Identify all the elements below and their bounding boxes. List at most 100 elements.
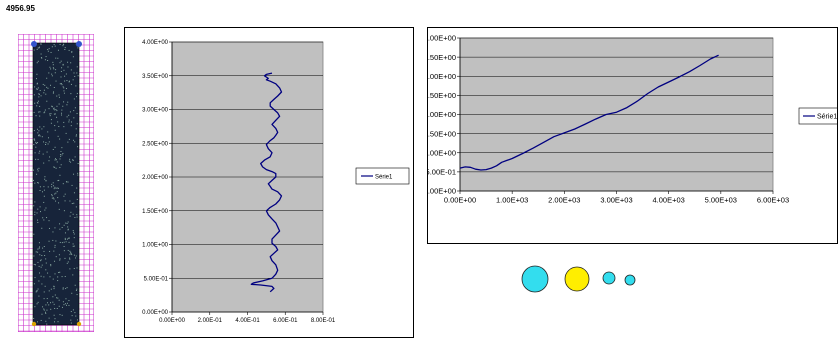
grain xyxy=(37,170,39,172)
grain xyxy=(49,156,51,158)
grain xyxy=(57,187,59,189)
grain xyxy=(54,72,56,74)
grain xyxy=(71,184,73,186)
grain xyxy=(59,174,61,176)
grain xyxy=(72,79,74,81)
y-tick-label: 2.50E+00 xyxy=(428,91,456,100)
grain xyxy=(57,297,59,299)
grain xyxy=(71,315,73,317)
grain xyxy=(64,276,66,278)
grain xyxy=(39,186,41,188)
grain xyxy=(43,308,45,310)
grain xyxy=(35,251,37,253)
grain xyxy=(72,274,74,276)
grain xyxy=(72,213,74,215)
grain xyxy=(72,159,74,161)
grain xyxy=(61,114,63,116)
grain xyxy=(43,195,45,197)
time-series-chart: 0.00E+00 5.00E-01 1.00E+00 1.50E+00 2.00E+00… xyxy=(424,27,838,244)
grain xyxy=(48,72,50,74)
grain xyxy=(38,93,40,95)
grain xyxy=(76,267,78,269)
grain xyxy=(36,102,38,104)
grain xyxy=(37,261,39,263)
grain xyxy=(71,203,73,205)
grain xyxy=(75,315,77,317)
grain xyxy=(36,73,38,75)
grain xyxy=(74,156,76,158)
grain xyxy=(41,283,43,285)
grain xyxy=(33,111,35,113)
x-tick-label: 4.00E-01 xyxy=(235,318,260,324)
grain xyxy=(74,312,76,314)
grain xyxy=(41,57,43,59)
grain xyxy=(58,96,60,98)
grain xyxy=(33,130,35,132)
particle-circle xyxy=(521,265,549,293)
grain xyxy=(67,221,69,223)
grain xyxy=(71,51,73,53)
grain xyxy=(57,276,59,278)
grain xyxy=(43,162,45,164)
grain xyxy=(52,197,54,199)
grain xyxy=(62,45,64,47)
grain xyxy=(48,227,50,229)
grain xyxy=(33,205,35,207)
top-left-marker xyxy=(31,41,37,47)
particles-svg xyxy=(521,265,636,293)
grain xyxy=(59,223,61,225)
grain xyxy=(47,143,49,145)
grain xyxy=(56,308,58,310)
grain xyxy=(73,237,75,239)
grain xyxy=(53,86,55,88)
grain xyxy=(67,249,69,251)
y-tick-label: 1.00E+00 xyxy=(428,148,456,157)
grain xyxy=(54,246,56,248)
grain xyxy=(54,166,56,168)
grain xyxy=(76,96,78,98)
grain xyxy=(72,245,74,247)
grain xyxy=(68,241,70,243)
top-right-marker xyxy=(76,41,82,47)
grain xyxy=(77,174,79,176)
step-readout: 4956.95 xyxy=(6,4,35,13)
grain xyxy=(53,166,55,168)
grain xyxy=(74,107,76,109)
grain xyxy=(54,321,56,323)
grain xyxy=(76,216,78,218)
grain xyxy=(64,303,66,305)
grain xyxy=(62,287,64,289)
grain xyxy=(33,169,35,171)
grain xyxy=(70,93,72,95)
grain xyxy=(54,186,56,188)
x-tick-label: 5.00E+03 xyxy=(705,196,737,205)
grain xyxy=(62,43,64,45)
grain xyxy=(37,168,39,170)
grain xyxy=(63,101,65,103)
grain xyxy=(46,100,48,102)
grain xyxy=(69,200,71,202)
grain xyxy=(66,238,68,240)
grain xyxy=(63,250,65,252)
grain xyxy=(33,283,35,285)
grain xyxy=(50,264,52,266)
grain xyxy=(43,219,45,221)
grain xyxy=(39,90,41,92)
grain xyxy=(61,242,63,244)
grain xyxy=(52,231,54,233)
legend-label: Série1 xyxy=(375,175,393,181)
grain xyxy=(33,49,35,51)
grain xyxy=(76,319,78,321)
grain xyxy=(75,85,77,87)
y-tick-label: 5.00E-01 xyxy=(144,276,169,282)
grain xyxy=(39,135,41,137)
grain xyxy=(65,288,67,290)
particle-circle xyxy=(624,274,636,286)
grain xyxy=(39,150,41,152)
grain xyxy=(54,260,56,262)
grain xyxy=(54,273,56,275)
grain xyxy=(34,214,36,216)
grain xyxy=(70,311,72,313)
grain xyxy=(73,245,75,247)
grain xyxy=(48,240,50,242)
